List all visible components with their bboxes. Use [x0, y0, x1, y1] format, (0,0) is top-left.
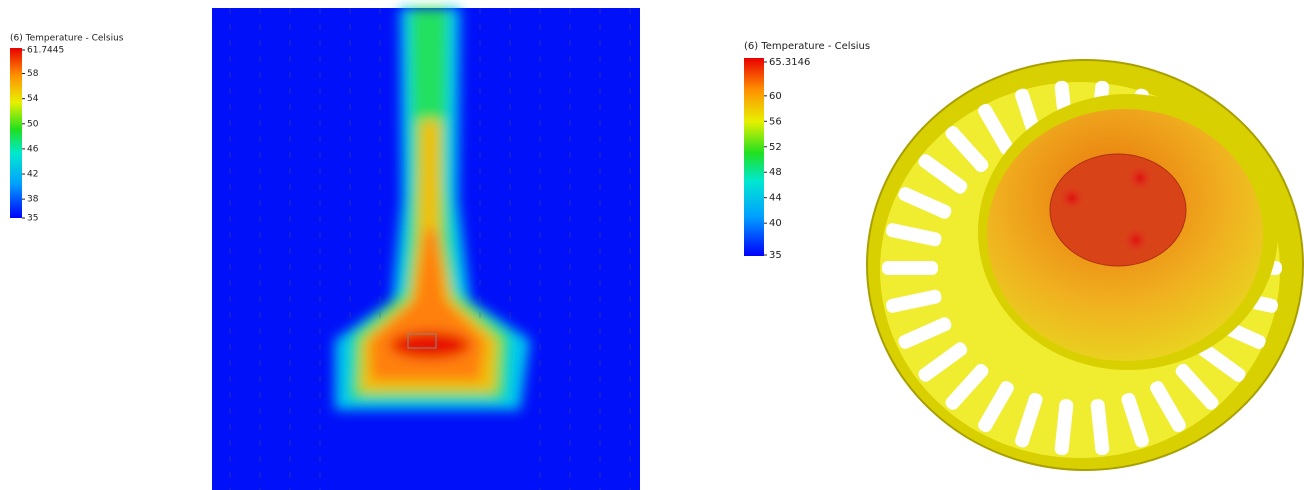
- slot: [945, 363, 989, 410]
- legend: (6) Temperature - Celsius 61.7445 58 54 50 4…: [10, 34, 124, 224]
- tick-label: 48: [769, 167, 782, 178]
- slot: [918, 342, 968, 382]
- slot: [1090, 399, 1110, 456]
- slot: [978, 381, 1014, 433]
- tick-label: 52: [769, 142, 782, 153]
- tick-label: 50: [27, 119, 39, 129]
- slot: [1175, 363, 1219, 410]
- tick-label: 65.3146: [769, 57, 810, 68]
- color-bar: [744, 58, 764, 256]
- tick-label: 44: [769, 193, 782, 204]
- slot: [882, 261, 938, 275]
- slot: [1196, 342, 1246, 382]
- legend-title: (6) Temperature - Celsius: [10, 34, 124, 44]
- slot: [978, 103, 1014, 155]
- tick-label: 61.7445: [27, 46, 64, 56]
- slot: [898, 187, 952, 219]
- tick-label: 58: [27, 69, 39, 79]
- heatsink: [866, 59, 1304, 471]
- tick-label: 42: [27, 170, 38, 180]
- tick-label: 54: [27, 94, 39, 104]
- tick-label: 60: [769, 91, 782, 102]
- slot: [1015, 392, 1043, 448]
- slot: [918, 154, 968, 194]
- slot: [1150, 381, 1186, 433]
- tick-label: 35: [27, 214, 38, 224]
- legend-title: (6) Temperature - Celsius: [744, 41, 870, 52]
- tick-label: 56: [769, 116, 782, 127]
- tick-label: 38: [27, 195, 39, 205]
- tick-label: 35: [769, 250, 782, 261]
- slot: [945, 126, 989, 173]
- slot: [1054, 399, 1074, 456]
- slot: [1121, 392, 1149, 448]
- legend: (6) Temperature - Celsius 65.3146 60 56 52 4…: [744, 41, 870, 261]
- slot: [898, 317, 952, 349]
- slot: [886, 289, 942, 313]
- tick-label: 40: [769, 218, 782, 229]
- slot: [886, 223, 942, 247]
- cfd-plot: [212, 8, 640, 490]
- color-bar: [10, 48, 22, 218]
- tick-label: 46: [27, 144, 39, 154]
